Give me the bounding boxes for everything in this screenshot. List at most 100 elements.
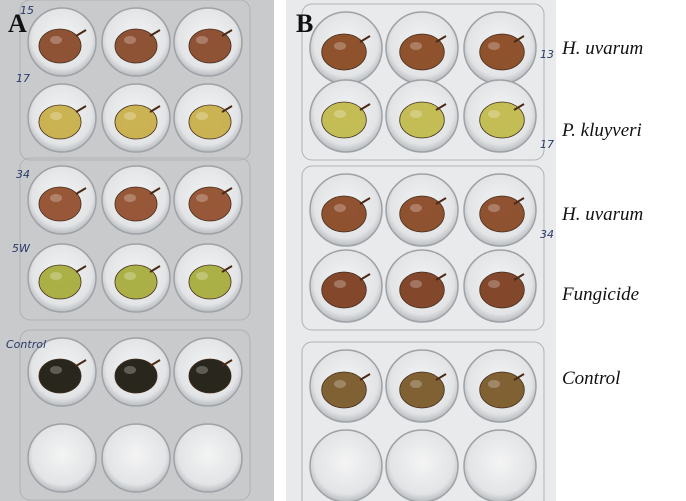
grape (479, 33, 525, 71)
plate-label: 17 (540, 138, 554, 151)
stem (221, 29, 233, 37)
grape (188, 28, 232, 64)
plate (301, 341, 545, 501)
grape-highlight (334, 42, 346, 50)
stem (149, 359, 161, 367)
grape-highlight (196, 194, 208, 202)
stem (149, 29, 161, 37)
plate (301, 3, 545, 161)
stem (221, 105, 233, 113)
grape (114, 358, 158, 394)
grape-highlight (410, 110, 422, 118)
grape-highlight (334, 204, 346, 212)
well (27, 423, 97, 493)
grape (38, 264, 82, 300)
stem (513, 197, 525, 205)
grape-highlight (50, 272, 62, 280)
plate (301, 165, 545, 331)
grape-highlight (196, 112, 208, 120)
grape (38, 104, 82, 140)
stem (221, 187, 233, 195)
stem (513, 373, 525, 381)
grape (188, 104, 232, 140)
grape-highlight (410, 42, 422, 50)
panel-label: B (296, 9, 313, 38)
stem (75, 359, 87, 367)
grape (399, 271, 445, 309)
grape-highlight (50, 36, 62, 44)
stem (435, 197, 447, 205)
grape (321, 271, 367, 309)
grape (188, 264, 232, 300)
grape-highlight (334, 110, 346, 118)
well (385, 429, 459, 501)
grape-highlight (334, 380, 346, 388)
grape-highlight (334, 280, 346, 288)
grape (114, 104, 158, 140)
grape (114, 28, 158, 64)
plate (19, 329, 251, 501)
plates (19, 0, 545, 501)
stem (75, 105, 87, 113)
grape (38, 186, 82, 222)
plate (19, 0, 251, 161)
plate-label: 5W (12, 242, 31, 255)
stem (359, 197, 371, 205)
grape-highlight (488, 380, 500, 388)
grape (188, 358, 232, 394)
grape-highlight (196, 36, 208, 44)
grape-highlight (410, 204, 422, 212)
grape-highlight (196, 366, 208, 374)
grape (188, 186, 232, 222)
grape-highlight (50, 366, 62, 374)
stem (359, 35, 371, 43)
well (309, 429, 383, 501)
grape-highlight (124, 36, 136, 44)
stem (359, 373, 371, 381)
plate-label: Control (6, 338, 46, 351)
grape (321, 33, 367, 71)
grape (479, 101, 525, 139)
grape (114, 264, 158, 300)
grape (399, 101, 445, 139)
plate-label: 17 (16, 72, 30, 85)
grape (321, 195, 367, 233)
grape-highlight (124, 366, 136, 374)
grape-highlight (50, 194, 62, 202)
stem (149, 265, 161, 273)
grape-highlight (124, 194, 136, 202)
grape (479, 371, 525, 409)
grape-highlight (488, 280, 500, 288)
plate-label: 15 (20, 4, 34, 17)
row-label: H. uvarum (561, 38, 643, 59)
plate (19, 157, 251, 321)
stem (75, 29, 87, 37)
grape-highlight (50, 112, 62, 120)
stem (359, 273, 371, 281)
stem (513, 103, 525, 111)
stem (435, 273, 447, 281)
well (101, 423, 171, 493)
stem (435, 35, 447, 43)
row-label: P. kluyveri (561, 120, 642, 141)
grape (38, 358, 82, 394)
plate-label: 13 (540, 48, 554, 61)
well (173, 423, 243, 493)
grape (399, 33, 445, 71)
stem (435, 373, 447, 381)
stem (359, 103, 371, 111)
well (463, 429, 537, 501)
stem (513, 35, 525, 43)
row-label: Fungicide (561, 284, 639, 305)
stem (75, 187, 87, 195)
grape (114, 186, 158, 222)
grape-highlight (124, 112, 136, 120)
grape (321, 371, 367, 409)
row-label: Control (562, 368, 620, 389)
panel-label: A (8, 9, 27, 38)
row-label: H. uvarum (561, 204, 643, 225)
grape (399, 195, 445, 233)
grape (321, 101, 367, 139)
stem (435, 103, 447, 111)
